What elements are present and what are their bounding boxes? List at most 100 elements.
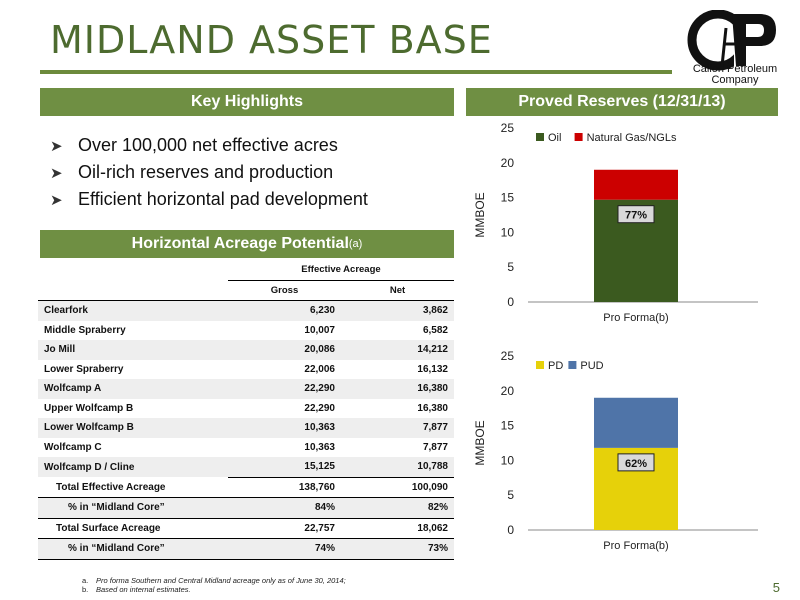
y-axis-label: MMBOE [473,420,487,465]
arrow-bullet-icon: ➤ [50,191,63,209]
gross-value: 22,290 [228,379,341,399]
highlights-list: ➤ Over 100,000 net effective acres ➤ Oil-r… [50,132,368,213]
key-highlights-heading-text: Key Highlights [190,93,303,110]
arrow-bullet-icon: ➤ [50,137,63,155]
legend-swatch [574,133,583,141]
footnote-label: b. [82,585,89,594]
legend-label: Natural Gas/NGLs [587,132,677,144]
gross-value: 22,290 [304,402,335,414]
table-row: Jo Mill 20,086 14,212 [38,340,454,360]
net-value: 7,877 [422,441,448,453]
logo-line-2: Company [711,74,759,86]
footnote-text: Based on internal estimates. [96,585,191,594]
net-value: 18,062 [341,518,454,539]
y-tick-label: 25 [501,121,515,135]
y-tick-label: 20 [501,156,515,170]
y-tick-label: 15 [501,191,515,205]
bullet-text: Efficient horizontal pad development [78,189,368,209]
table-row: Wolfcamp A 22,290 16,380 [38,379,454,399]
table-total-row: % in “Midland Core” 84% 82% [38,497,454,519]
gross-value: 74% [228,538,341,560]
y-tick-label: 0 [507,295,514,309]
proved-reserves-heading-text: Proved Reserves (12/31/13) [518,93,726,110]
gross-value: 10,007 [304,324,335,336]
net-value: 14,212 [341,340,454,360]
legend-label: Oil [548,132,561,144]
net-value: 16,380 [341,379,454,399]
group-header: Effective Acreage [228,260,454,281]
table-row: Lower Spraberry 22,006 16,132 [38,360,454,380]
net-value: 3,862 [341,300,454,321]
table-row: Wolfcamp D / Cline 15,125 10,788 [38,457,454,477]
acreage-heading-footnote: (a) [348,238,363,250]
gross-value: 22,757 [228,518,341,539]
percent-annotation-box [617,205,655,224]
y-tick-label: 25 [501,349,515,363]
gross-value: 20,086 [228,340,341,360]
legend-swatch [568,361,577,369]
oil-gas-reserves-chart: 0 5 10 15 20 25 MMBOE Oil Natural Gas/NGLs 77% Pro… [473,121,758,324]
bullet-text: Oil-rich reserves and production [78,162,334,182]
row-label: % in “Midland Core” [38,497,228,519]
row-label: Upper Wolfcamp B [44,402,134,414]
legend-label: PUD [580,360,603,372]
y-tick-label: 5 [507,488,514,502]
natural-gas-ngl-bar [594,169,678,200]
row-label: Wolfcamp D / Cline [38,457,228,477]
legend-swatch [536,361,544,369]
y-tick-label: 20 [501,384,515,398]
company-logo-text: Callon Petroleum Company [680,64,790,86]
row-label: Lower Wolfcamp B [38,418,228,438]
page-title: MIDLAND ASSET BASE [50,18,493,62]
column-header-net: Net [341,280,454,301]
x-category-label: Pro Forma(b) [603,540,668,552]
acreage-heading-text: Horizontal Acreage Potential [131,235,349,252]
row-label: Lower Spraberry [44,363,124,375]
bullet-text: Over 100,000 net effective acres [78,135,338,155]
table-row: Upper Wolfcamp B 22,290 16,380 [38,399,454,419]
table-row: Middle Spraberry 10,007 6,582 [38,321,454,341]
row-label: Wolfcamp C [44,441,102,453]
table-row: Lower Wolfcamp B 10,363 7,877 [38,418,454,438]
acreage-heading: Horizontal Acreage Potential (a) [40,230,454,258]
percent-annotation-label: 62% [625,458,647,470]
row-label: Total Surface Acreage [38,518,228,539]
footnote-label: a. [82,576,89,585]
pud-bar [594,397,678,448]
net-value: 6,582 [422,324,448,336]
y-tick-label: 10 [501,225,515,239]
arrow-bullet-icon: ➤ [50,164,63,182]
logo-line-1: Callon Petroleum [692,63,778,75]
y-tick-label: 10 [501,453,515,467]
net-value: 82% [341,497,454,519]
net-value: 100,090 [341,476,454,498]
row-label: Total Effective Acreage [38,477,228,498]
y-axis-label: MMBOE [473,192,487,237]
gross-value: 22,006 [304,363,335,375]
table-total-row: Total Effective Acreage 138,760 100,090 [38,476,454,498]
net-value: 16,380 [417,402,448,414]
list-item: ➤ Over 100,000 net effective acres [50,132,368,159]
column-header-gross: Gross [228,280,341,301]
key-highlights-heading: Key Highlights [40,88,454,116]
gross-value: 6,230 [228,300,341,321]
title-rule [40,70,672,74]
x-category-label: Pro Forma(b) [603,312,668,324]
gross-value: 10,363 [304,441,335,453]
page-number: 5 [772,580,780,595]
legend-swatch [536,133,544,141]
y-tick-label: 15 [501,419,515,433]
row-label: Clearfork [38,300,228,321]
pd-pud-reserves-chart: 0 5 10 15 20 25 MMBOE PD PUD 62% Pro Forma(b) [473,349,758,552]
table-group-header-row: Effective Acreage [38,260,454,281]
net-value: 10,788 [341,457,454,477]
footnote-text: Pro forma Southern and Central Midland a… [96,576,346,585]
percent-annotation-box [617,453,655,472]
y-tick-label: 5 [507,260,514,274]
acreage-table: Effective Acreage Gross Net Clearfork 6,2… [38,260,454,560]
table-total-row: % in “Midland Core” 74% 73% [38,538,454,560]
footnotes: a. Pro forma Southern and Central Midland… [82,576,346,594]
company-logo-icon [687,10,784,71]
percent-annotation-label: 77% [625,210,647,222]
row-label: Middle Spraberry [44,324,126,336]
